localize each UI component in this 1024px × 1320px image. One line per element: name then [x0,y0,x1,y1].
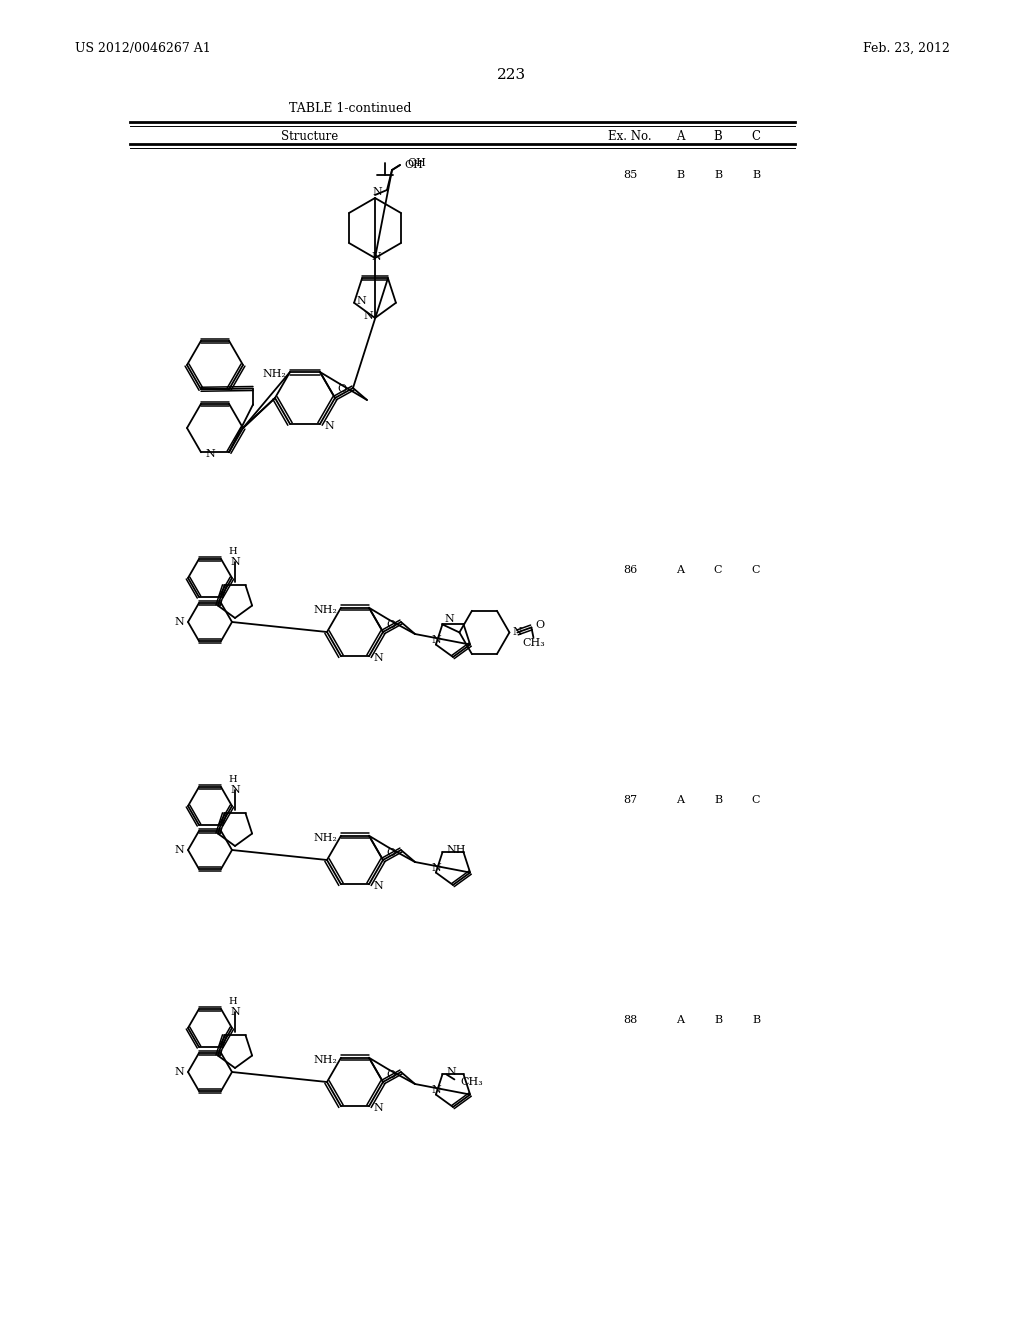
Text: N: N [230,1007,240,1016]
Text: H: H [228,998,238,1006]
Text: N: N [324,421,334,432]
Text: N: N [431,1085,440,1094]
Text: NH₂: NH₂ [313,833,337,842]
Text: B: B [752,170,760,180]
Text: N: N [174,845,184,855]
Text: 85: 85 [623,170,637,180]
Text: TABLE 1-continued: TABLE 1-continued [289,102,412,115]
Text: NH₂: NH₂ [262,370,286,379]
Text: OH: OH [407,158,426,168]
Text: B: B [714,131,722,144]
Text: 86: 86 [623,565,637,576]
Text: B: B [714,170,722,180]
Text: CH₃: CH₃ [522,639,545,648]
Text: US 2012/0046267 A1: US 2012/0046267 A1 [75,42,211,55]
Text: O: O [386,1069,395,1080]
Text: N: N [373,1104,383,1113]
Text: OH: OH [404,160,423,170]
Text: 87: 87 [623,795,637,805]
Text: O: O [536,620,545,631]
Text: B: B [752,1015,760,1026]
Text: B: B [714,795,722,805]
Text: Ex. No.: Ex. No. [608,131,652,144]
Text: B: B [714,1015,722,1026]
Text: N: N [356,296,366,306]
Text: N: N [444,614,455,624]
Text: O: O [338,384,346,393]
Text: N: N [512,627,522,638]
Text: A: A [676,795,684,805]
Text: CH₃: CH₃ [461,1077,483,1088]
Text: NH₂: NH₂ [313,1055,337,1065]
Text: NH: NH [446,845,466,855]
Text: A: A [676,131,684,144]
Text: NH₂: NH₂ [313,605,337,615]
Text: N: N [364,312,373,321]
Text: Structure: Structure [282,131,339,144]
Text: C: C [752,565,760,576]
Text: N: N [431,862,440,873]
Text: N: N [230,557,240,568]
Text: H: H [228,776,238,784]
Text: A: A [676,1015,684,1026]
Text: 223: 223 [498,69,526,82]
Text: O: O [386,847,395,858]
Text: N: N [372,187,382,197]
Text: H: H [228,548,238,557]
Text: Feb. 23, 2012: Feb. 23, 2012 [863,42,950,55]
Text: N: N [446,1068,456,1077]
Text: N: N [371,252,381,261]
Text: 88: 88 [623,1015,637,1026]
Text: B: B [676,170,684,180]
Text: A: A [676,565,684,576]
Text: C: C [752,795,760,805]
Text: N: N [205,449,215,459]
Text: N: N [174,616,184,627]
Text: N: N [373,882,383,891]
Text: N: N [431,635,440,644]
Text: N: N [230,785,240,795]
Text: N: N [174,1067,184,1077]
Text: C: C [752,131,761,144]
Text: C: C [714,565,722,576]
Text: N: N [373,653,383,663]
Text: O: O [386,620,395,630]
